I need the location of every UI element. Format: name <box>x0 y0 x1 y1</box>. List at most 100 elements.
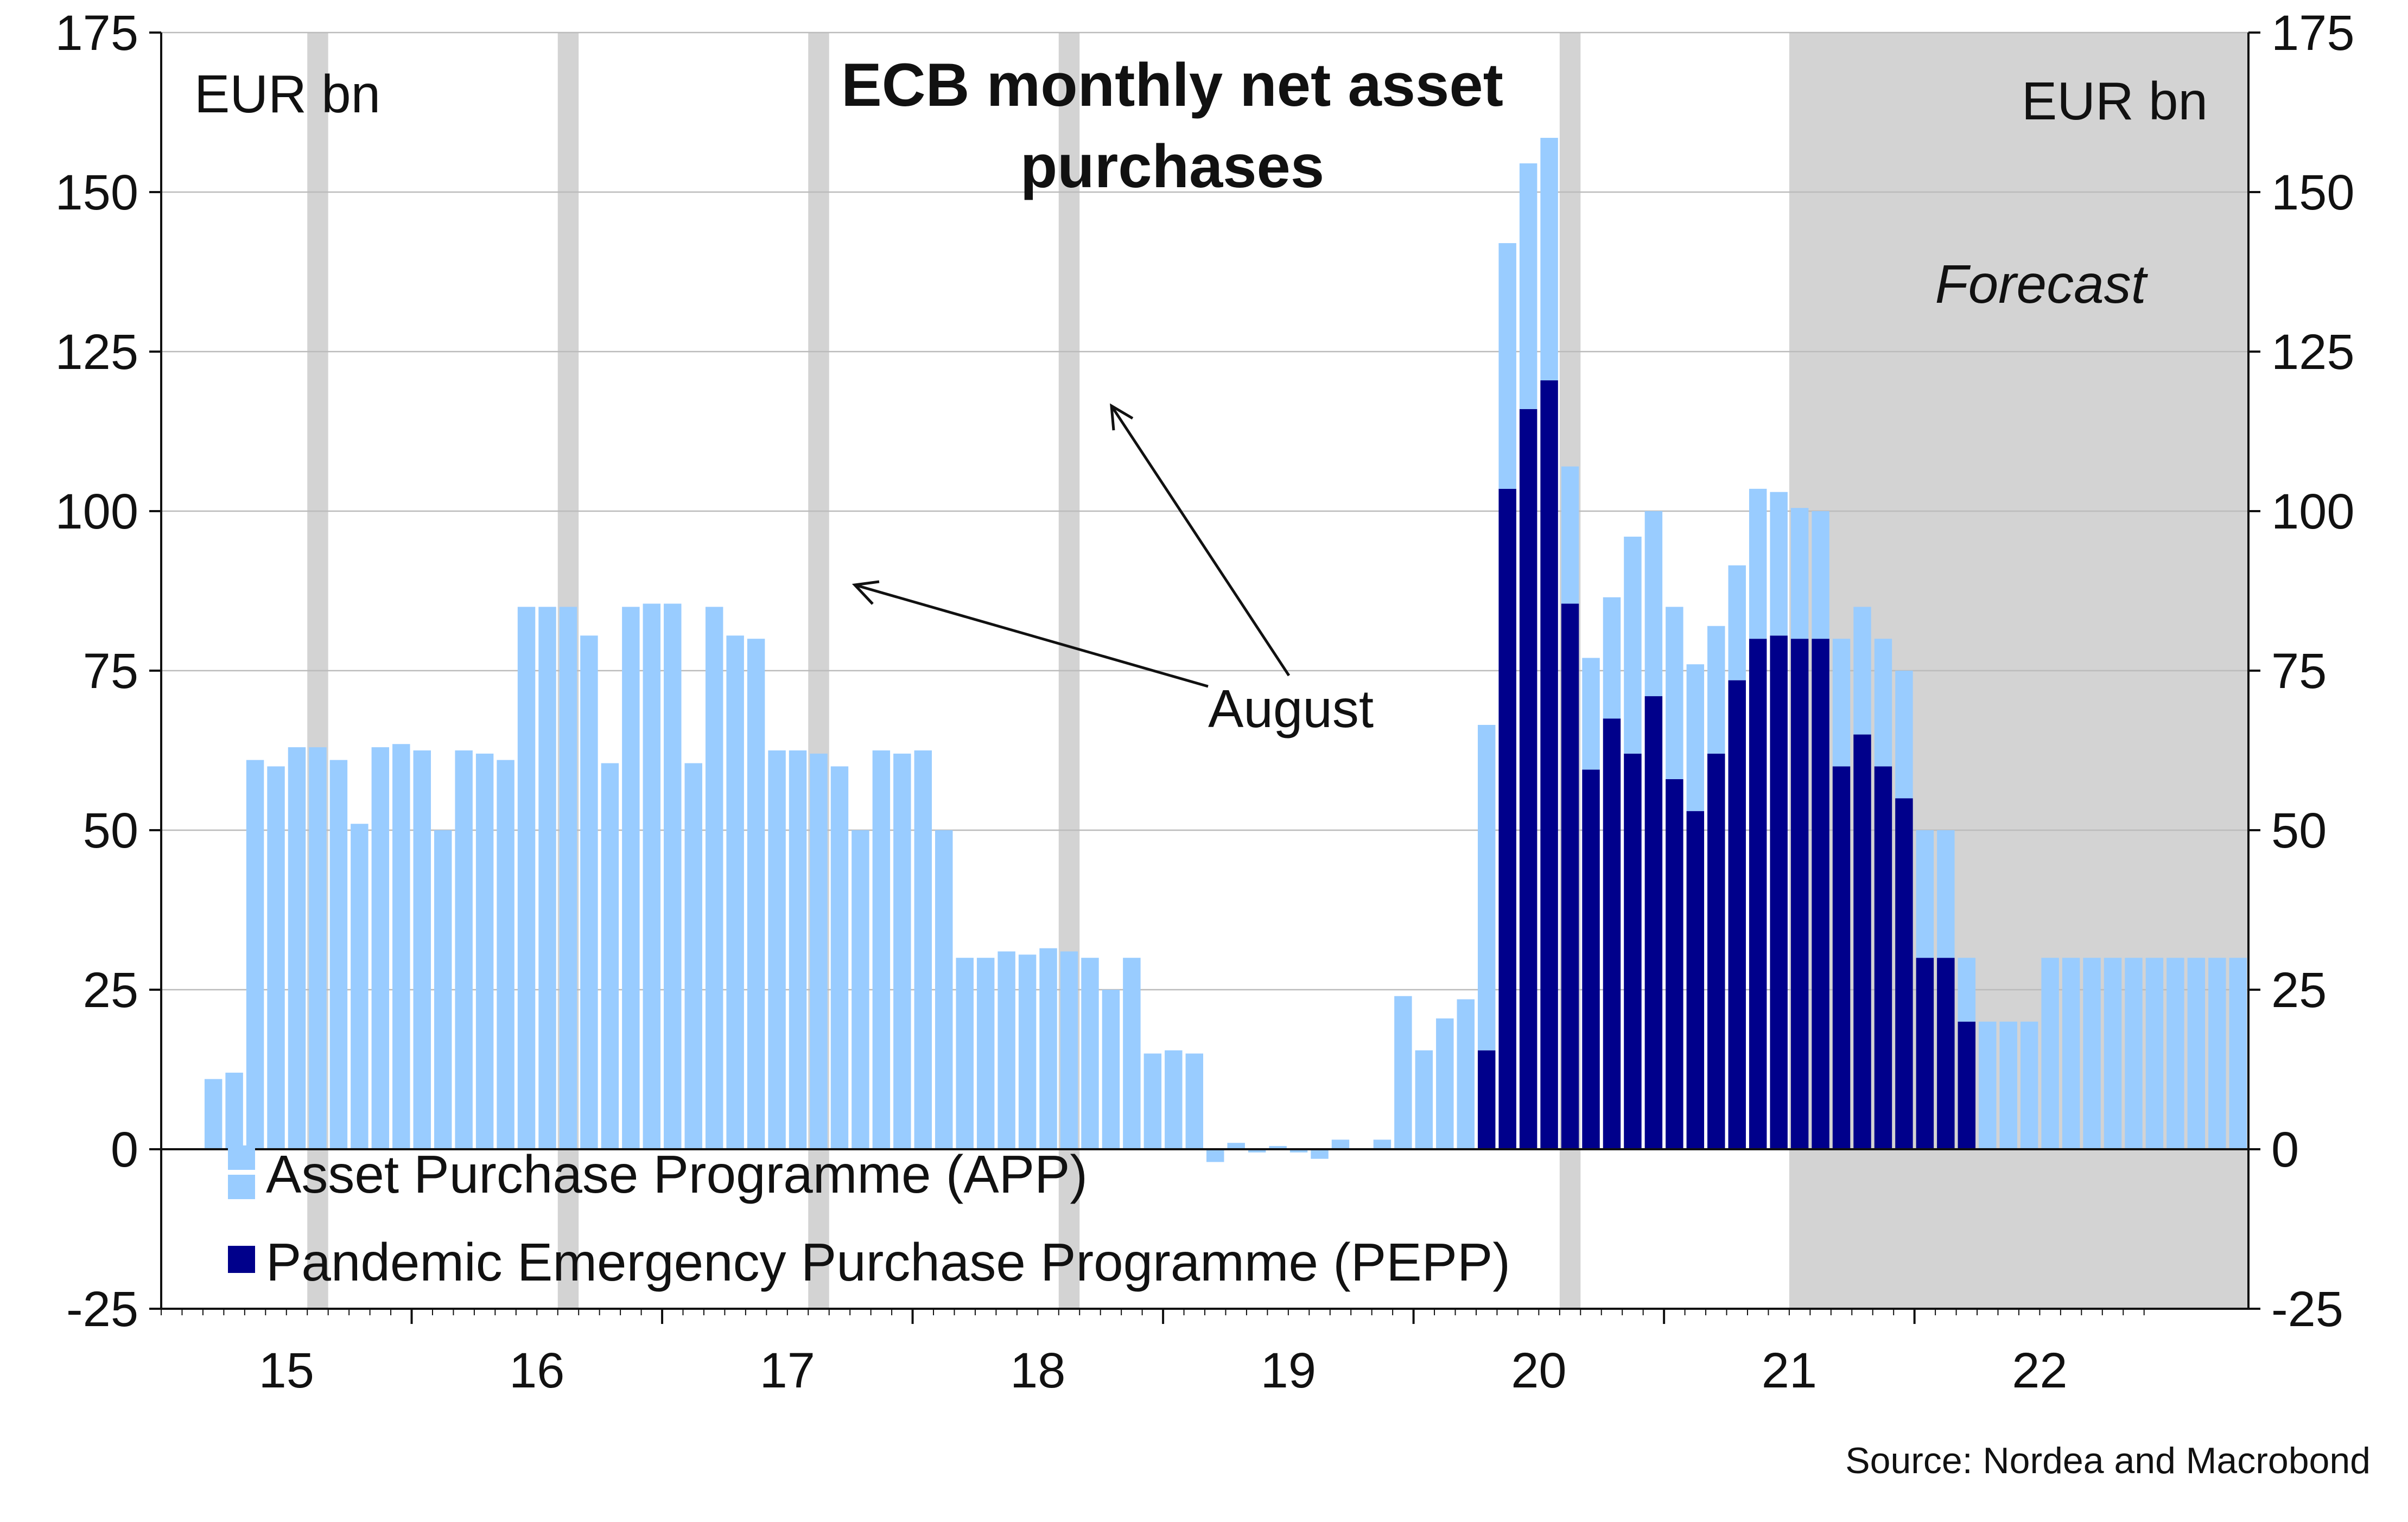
bar-app <box>371 747 390 1149</box>
y-tick-label-left: 125 <box>55 324 139 380</box>
x-tick-label: 20 <box>1511 1343 1566 1398</box>
bar-app <box>601 763 619 1149</box>
bar-app <box>1436 1018 1454 1149</box>
bar-app <box>580 635 598 1149</box>
y-tick-label-left: 75 <box>83 644 138 699</box>
bar-app <box>1853 607 1871 735</box>
bar-app <box>1394 996 1412 1149</box>
bar-app <box>2020 1021 2038 1149</box>
x-axis-labels: 15 16 17 18 19 20 21 22 <box>259 1343 2068 1398</box>
y-tick-label-right: 0 <box>2271 1122 2299 1177</box>
bar-app <box>893 753 911 1149</box>
bar-app <box>329 760 348 1149</box>
bar-app <box>1143 1053 1162 1149</box>
bar-pepp <box>1916 958 1934 1149</box>
y-tick-label-right: -25 <box>2271 1282 2343 1337</box>
source-note: Source: Nordea and Macrobond <box>1845 1440 2371 1481</box>
bar-app <box>1812 511 1829 639</box>
bar-app <box>1373 1139 1392 1149</box>
bar-app <box>2166 958 2184 1149</box>
bar-app <box>1874 639 1892 767</box>
bar-app <box>1415 1050 1433 1149</box>
bar-app <box>789 750 807 1149</box>
bar-pepp <box>1853 734 1871 1149</box>
bar-pepp <box>1603 718 1621 1149</box>
bar-app <box>2083 958 2101 1149</box>
bar-app <box>1958 958 1976 1022</box>
bar-app <box>1790 508 1809 639</box>
y-axis-right-labels: -25 0 25 50 75 100 125 150 175 <box>2271 5 2355 1337</box>
bar-pepp <box>1874 766 1892 1149</box>
bar-app <box>684 763 702 1149</box>
bar-pepp <box>1477 1050 1496 1149</box>
bar-app <box>1895 671 1913 799</box>
annotation-arrowhead-1 <box>852 580 880 605</box>
bar-app <box>810 753 828 1149</box>
axes <box>149 31 2260 1324</box>
y-tick-label-left: 25 <box>83 963 138 1018</box>
unit-label-left: EUR bn <box>194 64 380 124</box>
forecast-label: Forecast <box>1935 254 2148 315</box>
bar-app <box>267 766 285 1149</box>
bar-app <box>1749 488 1767 639</box>
bar-app <box>434 830 452 1149</box>
bar-app <box>1770 492 1788 636</box>
bar-app <box>2062 958 2080 1149</box>
bar-app <box>2208 958 2226 1149</box>
bar-app <box>225 1072 243 1149</box>
bar-app <box>726 635 744 1149</box>
bar-pepp <box>1707 753 1725 1149</box>
bar-app <box>475 753 494 1149</box>
bar-app <box>1728 565 1746 680</box>
chart-title: ECB monthly net asset purchases <box>841 51 1503 200</box>
bar-app <box>1457 999 1475 1149</box>
bar-pepp <box>1644 696 1663 1149</box>
bar-pepp <box>1519 409 1537 1149</box>
bar-app <box>392 744 410 1149</box>
legend-label-pepp: Pandemic Emergency Purchase Programme (P… <box>266 1232 1510 1292</box>
bar-pepp <box>1790 639 1809 1149</box>
bar-app <box>2104 958 2122 1149</box>
bar-app <box>935 830 953 1149</box>
bar-app <box>664 603 682 1149</box>
bar-app <box>1561 466 1579 604</box>
bar-app <box>455 750 473 1149</box>
y-tick-label-right: 25 <box>2271 963 2327 1018</box>
bar-app <box>914 750 932 1149</box>
bar-app <box>1624 537 1642 754</box>
y-tick-label-left: 50 <box>83 803 138 858</box>
bar-app <box>1644 511 1663 697</box>
bar-app <box>288 747 306 1149</box>
x-tick-label: 18 <box>1010 1343 1065 1398</box>
bar-app <box>497 760 514 1149</box>
bar-app <box>2145 958 2164 1149</box>
bar-app <box>1832 639 1851 767</box>
bar-pepp <box>1832 766 1851 1149</box>
bar-app <box>1165 1050 1183 1149</box>
bar-app <box>1477 724 1496 1050</box>
legend: Asset Purchase Programme (APP) Pandemic … <box>228 1144 1510 1292</box>
bar-pepp <box>1937 958 1955 1149</box>
bar-app <box>1102 990 1120 1149</box>
bar-app <box>643 603 661 1149</box>
bar-app <box>1519 163 1537 409</box>
bar-pepp <box>1749 639 1767 1149</box>
y-tick-label-right: 150 <box>2271 165 2355 220</box>
y-tick-label-left: 0 <box>111 1122 138 1177</box>
x-tick-label: 21 <box>1762 1343 1817 1398</box>
bar-pepp <box>1540 380 1558 1150</box>
bar-app <box>1018 954 1037 1149</box>
bar-app <box>1185 1053 1203 1149</box>
bar-app <box>1269 1146 1287 1149</box>
bar-app <box>1039 948 1057 1149</box>
bar-app <box>1666 607 1683 779</box>
annotation-arrowhead-2 <box>1110 403 1134 431</box>
y-tick-label-left: 100 <box>55 484 139 539</box>
bar-app <box>2041 958 2059 1149</box>
bar-app <box>538 607 556 1149</box>
bar-app <box>413 750 431 1149</box>
bar-pepp <box>1666 779 1683 1149</box>
bar-app <box>1937 830 1955 958</box>
bar-app <box>246 760 264 1149</box>
